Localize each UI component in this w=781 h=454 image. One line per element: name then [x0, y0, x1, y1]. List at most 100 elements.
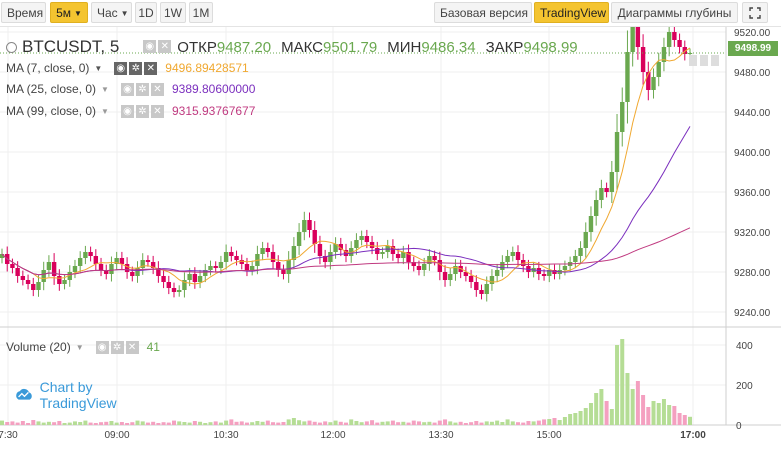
candle-body: [302, 220, 307, 232]
ma-99-controls[interactable]: ◉ ✲ ✕: [119, 104, 164, 119]
volume-bar: [265, 420, 270, 425]
candle-body: [479, 290, 484, 294]
chart-area[interactable]: 9520.00 9480.00 9440.00 9400.00 9360.00 9320.…: [0, 7, 781, 449]
candle-body: [177, 290, 182, 292]
symbol-toggle-icon[interactable]: [6, 41, 17, 53]
eye-icon[interactable]: ◉: [120, 83, 134, 97]
candle-body: [156, 268, 161, 276]
volume-bar: [119, 422, 124, 425]
volume-bar: [552, 418, 557, 425]
candle-body: [62, 280, 67, 284]
volume-bar: [641, 395, 646, 425]
volume-bar: [588, 403, 593, 425]
volume-bar: [656, 403, 661, 425]
volume-bar: [354, 421, 359, 425]
ma-7-line: [1, 47, 691, 285]
candle-body: [187, 274, 192, 280]
close-icon[interactable]: ✕: [150, 83, 164, 97]
volume-bar: [390, 420, 395, 425]
depth-charts-button[interactable]: Диаграммы глубины: [611, 2, 738, 23]
eye-icon[interactable]: ◉: [120, 105, 134, 119]
basic-version-button[interactable]: Базовая версия: [434, 2, 532, 23]
candle-body: [281, 270, 286, 274]
symbol-title: BTCUSDT, 5: [22, 37, 120, 56]
candle-body: [442, 272, 448, 280]
symbol-eye-icon[interactable]: ◉ ✕: [141, 38, 172, 56]
volume-bar: [338, 421, 343, 425]
tradingview-branding[interactable]: Chart by TradingView: [14, 379, 127, 411]
expand-button[interactable]: [742, 2, 768, 23]
candle-body: [249, 266, 255, 270]
caret-down-icon[interactable]: ▼: [101, 106, 109, 116]
candle-body: [453, 266, 458, 274]
volume-bar: [344, 422, 348, 425]
candle-body: [375, 248, 380, 254]
candle-body: [515, 252, 521, 260]
tradingview-button[interactable]: TradingView: [534, 2, 609, 23]
price-chart[interactable]: 9520.00 9480.00 9440.00 9400.00 9360.00 9320.…: [0, 7, 781, 449]
gear-icon[interactable]: ✲: [135, 105, 149, 119]
volume-bar: [406, 422, 411, 425]
volume-controls[interactable]: ◉ ✲ ✕: [94, 340, 139, 355]
volume-bar: [427, 421, 432, 425]
interval-5m-button[interactable]: 5м ▼: [50, 2, 88, 23]
interval-label: 5м: [56, 6, 71, 20]
close-icon[interactable]: ✕: [150, 105, 164, 119]
candle-body: [197, 276, 203, 282]
volume-bar: [526, 421, 531, 425]
ma-7-label: MA (7, close, 0): [6, 61, 90, 75]
ma-25-controls[interactable]: ◉ ✲ ✕: [119, 82, 164, 97]
gear-icon[interactable]: ✲: [129, 62, 143, 76]
hour-button[interactable]: Час ▼: [91, 2, 132, 23]
price-axis-label: 9480.00: [734, 68, 771, 79]
caret-down-icon[interactable]: ▼: [75, 342, 84, 352]
volume-bar: [651, 401, 656, 425]
close-icon[interactable]: ✕: [144, 62, 158, 76]
eye-icon[interactable]: ◉: [114, 62, 128, 76]
close-icon[interactable]: ✕: [125, 341, 139, 355]
volume-bar: [172, 420, 176, 425]
ma-7-controls[interactable]: ◉ ✲ ✕: [112, 61, 158, 76]
volume-bar: [416, 421, 421, 425]
candle-body: [213, 266, 218, 268]
interval-1d-button[interactable]: 1D: [135, 2, 157, 23]
time-axis-label: 13:30: [428, 430, 453, 441]
volume-bar: [578, 411, 583, 425]
candle-body: [67, 272, 72, 280]
volume-row[interactable]: Volume (20) ▼ ◉ ✲ ✕ 41: [6, 339, 160, 355]
interval-1w-button[interactable]: 1W: [160, 2, 186, 23]
candle-body: [109, 264, 114, 274]
ma-7-row[interactable]: MA (7, close, 0) ▼ ◉ ✲ ✕ 9496.89428571: [6, 60, 249, 76]
ma-99-label: MA (99, close, 0): [6, 104, 97, 118]
caret-down-icon[interactable]: ▼: [101, 84, 109, 94]
gear-icon[interactable]: ✲: [110, 341, 124, 355]
volume-bar: [255, 421, 260, 425]
volume-bar: [46, 421, 51, 425]
volume-bar: [453, 422, 458, 425]
volume-bar: [229, 419, 234, 425]
candle-body: [635, 22, 641, 47]
candle-body: [484, 284, 489, 294]
scroll-button: [700, 55, 708, 66]
candle-body: [349, 248, 354, 256]
time-button[interactable]: Время: [1, 2, 46, 23]
candle-body: [328, 252, 333, 262]
caret-down-icon[interactable]: ▼: [94, 63, 103, 73]
interval-1m-button[interactable]: 1M: [189, 2, 213, 23]
candle-body: [317, 244, 323, 256]
candle-body: [270, 252, 276, 262]
gear-icon[interactable]: ✲: [135, 83, 149, 97]
caret-down-icon: ▼: [120, 9, 129, 18]
volume-bar: [474, 421, 479, 425]
candle-body: [672, 32, 677, 40]
time-axis-label: 7:30: [0, 430, 18, 441]
ma-99-row[interactable]: MA (99, close, 0) ▼ ◉ ✲ ✕ 9315.93767677: [6, 103, 255, 119]
eye-icon[interactable]: ◉: [95, 341, 109, 355]
candle-body: [114, 258, 119, 264]
volume-bar: [177, 421, 182, 425]
ma-25-row[interactable]: MA (25, close, 0) ▼ ◉ ✲ ✕ 9389.80600000: [6, 81, 255, 97]
candle-body: [25, 280, 31, 284]
price-axis-label: 9240.00: [734, 308, 771, 319]
volume-bar: [646, 407, 651, 425]
candle-body: [588, 216, 594, 232]
